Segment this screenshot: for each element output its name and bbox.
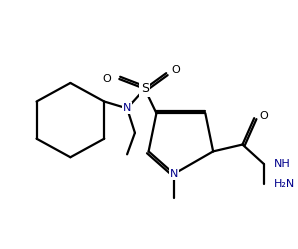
Text: S: S: [141, 82, 149, 95]
Text: NH: NH: [274, 159, 291, 169]
Text: H₂N: H₂N: [274, 179, 295, 189]
Text: O: O: [259, 111, 268, 121]
Text: O: O: [103, 74, 111, 84]
Text: N: N: [123, 103, 131, 113]
Text: O: O: [171, 65, 180, 75]
Text: N: N: [170, 169, 178, 179]
